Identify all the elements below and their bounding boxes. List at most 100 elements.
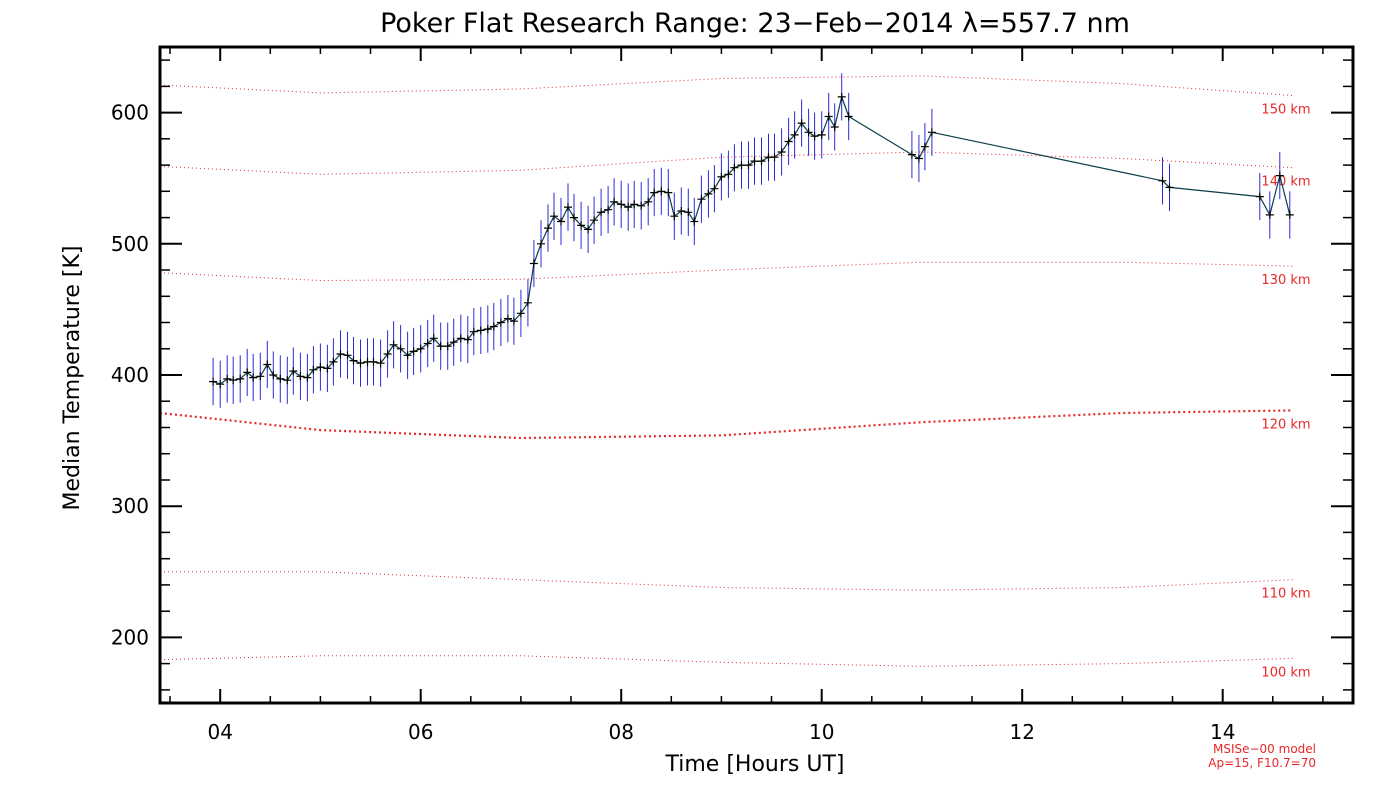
data-point-19 [336, 350, 345, 358]
data-point-71 [684, 208, 693, 217]
data-point-103 [1265, 210, 1274, 219]
data-point-77 [724, 170, 733, 179]
data-point-90 [810, 132, 819, 141]
data-point-86 [784, 137, 793, 146]
data-point-104 [1275, 171, 1284, 180]
data-point-98 [920, 142, 929, 151]
model-curve-2 [159, 409, 1293, 440]
data-point-35 [443, 342, 452, 351]
x-tick-label: 06 [408, 720, 433, 744]
data-point-76 [717, 172, 726, 181]
data-point-60 [610, 197, 619, 206]
model-curve-label-1: 110 km [1261, 587, 1310, 602]
axis-ticks: 04 06 08 10 12 14 200 300 400 500 600 [111, 47, 1353, 744]
plot-frame [158, 45, 1355, 705]
data-point-10 [276, 374, 285, 383]
data-point-47 [523, 298, 532, 307]
data-point-15 [309, 365, 318, 374]
x-axis-label: Time [Hours UT] [665, 752, 845, 777]
data-point-51 [550, 212, 558, 221]
model-curve-label-0: 100 km [1261, 665, 1310, 680]
data-point-93 [830, 123, 839, 131]
data-point-46 [516, 309, 525, 318]
model-curve-label-3: 130 km [1261, 273, 1310, 288]
data-point-53 [564, 203, 572, 212]
data-point-39 [469, 327, 478, 336]
y-tick-label: 300 [111, 494, 149, 518]
model-curve-label-2: 120 km [1261, 417, 1310, 432]
model-curves: 100 km 110 km 120 km 130 km 140 km 150 km [159, 75, 1311, 680]
model-curve-5 [159, 75, 1293, 96]
data-point-32 [423, 339, 432, 348]
data-point-25 [376, 359, 385, 368]
data-point-97 [914, 154, 923, 163]
data-point-5 [243, 368, 252, 377]
data-point-65 [644, 197, 653, 206]
data-point-54 [570, 213, 578, 222]
data-point-95 [844, 112, 853, 121]
data-point-88 [797, 119, 806, 128]
data-point-99 [927, 128, 936, 137]
data-point-38 [463, 335, 472, 344]
data-point-7 [256, 372, 265, 381]
data-point-55 [577, 221, 586, 230]
data-point-42 [489, 322, 498, 331]
data-point-22 [356, 359, 365, 368]
model-annotation-line-2: Ap=15, F10.7=70 [1208, 756, 1316, 770]
data-point-56 [584, 225, 593, 234]
data-point-101 [1165, 183, 1174, 192]
data-point-87 [790, 130, 799, 139]
data-point-45 [509, 317, 518, 326]
data-point-69 [670, 212, 679, 221]
model-curve-0 [159, 655, 1293, 667]
data-point-1 [216, 380, 225, 389]
data-point-102 [1255, 192, 1264, 201]
data-point-96 [907, 150, 916, 159]
data-point-2 [223, 374, 232, 383]
data-point-52 [557, 217, 565, 226]
data-point-89 [804, 128, 813, 137]
data-point-74 [704, 189, 713, 198]
data-point-58 [597, 208, 606, 217]
data-point-62 [624, 203, 633, 212]
data-point-92 [824, 112, 833, 121]
y-tick-label: 600 [111, 101, 149, 125]
data-point-80 [744, 161, 753, 170]
data-point-91 [817, 130, 826, 139]
data-point-37 [456, 334, 465, 343]
chart-title: Poker Flat Research Range: 23−Feb−2014 λ… [380, 8, 1130, 39]
data-point-79 [737, 161, 746, 170]
data-point-0 [209, 377, 218, 386]
model-curve-4 [159, 151, 1293, 175]
data-point-4 [236, 374, 245, 383]
data-point-50 [544, 224, 552, 233]
data-point-34 [436, 342, 445, 351]
data-point-41 [483, 325, 492, 334]
model-curve-3 [159, 261, 1293, 282]
data-point-85 [777, 148, 786, 156]
data-point-100 [1158, 176, 1167, 185]
data-point-18 [329, 357, 338, 366]
y-tick-label: 400 [111, 363, 149, 387]
data-point-11 [283, 376, 292, 385]
data-point-75 [710, 184, 719, 193]
data-series [209, 73, 1294, 408]
data-point-33 [429, 334, 438, 343]
data-point-49 [537, 239, 545, 248]
data-point-44 [503, 314, 512, 323]
data-point-26 [383, 350, 392, 358]
data-point-48 [529, 259, 538, 268]
data-point-94 [837, 92, 846, 101]
x-tick-label: 14 [1210, 720, 1235, 744]
data-point-16 [316, 363, 325, 372]
data-point-66 [650, 188, 659, 197]
series-line-0 [212, 94, 1291, 385]
data-point-64 [637, 201, 646, 210]
data-point-40 [476, 326, 485, 335]
data-point-6 [249, 373, 258, 382]
data-point-61 [617, 200, 626, 209]
data-point-31 [416, 344, 425, 353]
data-point-73 [697, 195, 706, 204]
data-point-13 [296, 372, 305, 381]
